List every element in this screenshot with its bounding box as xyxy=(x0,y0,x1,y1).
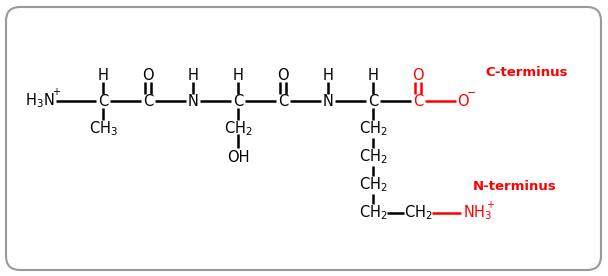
Text: CH$_2$: CH$_2$ xyxy=(359,176,387,194)
Text: H: H xyxy=(233,68,243,83)
Text: −: − xyxy=(468,88,477,98)
Text: C: C xyxy=(278,94,288,108)
Text: O: O xyxy=(412,68,424,83)
Text: NH$_3$: NH$_3$ xyxy=(463,204,492,222)
Text: +: + xyxy=(486,200,494,210)
Text: CH$_2$: CH$_2$ xyxy=(359,120,387,138)
Text: C-terminus: C-terminus xyxy=(485,67,567,79)
Text: CH$_2$: CH$_2$ xyxy=(359,204,387,222)
Text: N: N xyxy=(323,94,333,108)
Text: CH$_2$: CH$_2$ xyxy=(404,204,432,222)
Text: H$_3$N: H$_3$N xyxy=(26,92,55,110)
Text: C: C xyxy=(143,94,153,108)
Text: H: H xyxy=(97,68,108,83)
Text: CH$_2$: CH$_2$ xyxy=(359,148,387,166)
Text: O: O xyxy=(142,68,154,83)
FancyBboxPatch shape xyxy=(6,7,601,270)
Text: OH: OH xyxy=(227,150,249,164)
Text: O: O xyxy=(457,94,469,108)
Text: C: C xyxy=(368,94,378,108)
Text: C: C xyxy=(98,94,108,108)
Text: N: N xyxy=(187,94,198,108)
Text: H: H xyxy=(323,68,333,83)
Text: CH$_3$: CH$_3$ xyxy=(89,120,117,138)
Text: O: O xyxy=(277,68,289,83)
Text: H: H xyxy=(187,68,198,83)
Text: C: C xyxy=(233,94,243,108)
Text: H: H xyxy=(368,68,378,83)
Text: +: + xyxy=(52,87,60,97)
Text: N-terminus: N-terminus xyxy=(473,181,557,193)
Text: CH$_2$: CH$_2$ xyxy=(224,120,252,138)
Text: C: C xyxy=(413,94,423,108)
